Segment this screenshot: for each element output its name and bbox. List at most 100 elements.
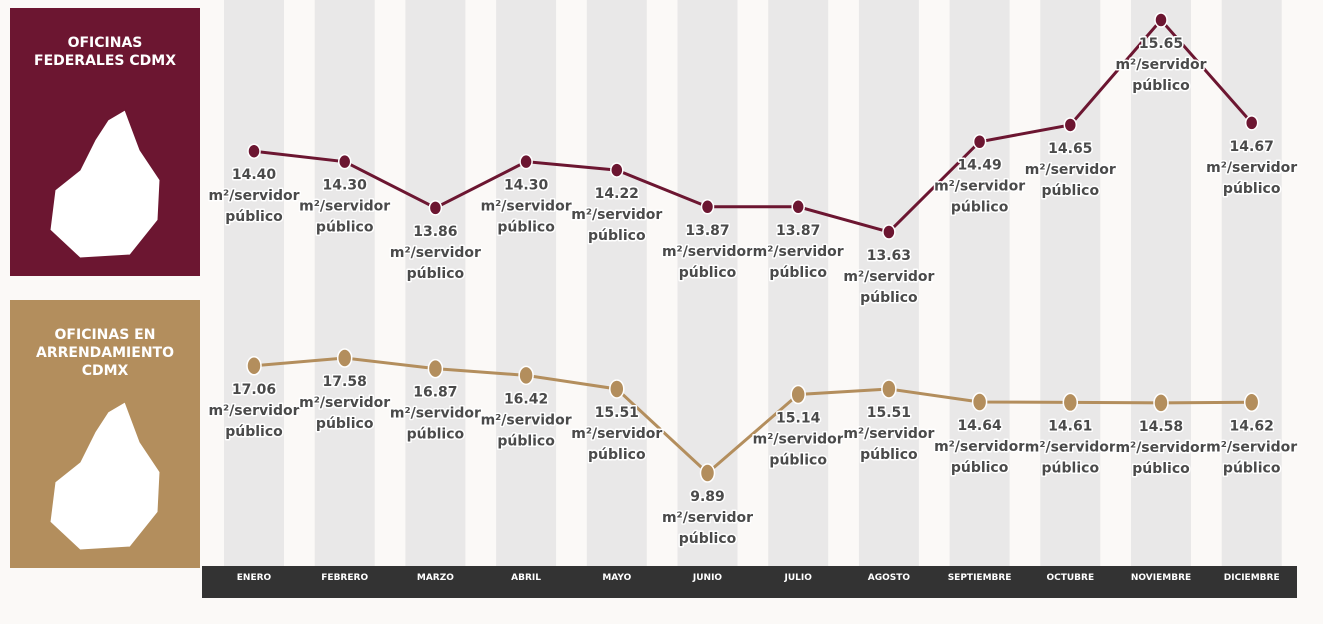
- unit-label: público: [679, 531, 737, 547]
- data-label: 15.51: [595, 405, 639, 421]
- map-icon: [49, 109, 161, 259]
- unit-label: m²/servidor: [390, 245, 481, 261]
- unit-label: público: [497, 433, 555, 449]
- unit-label: m²/servidor: [481, 412, 572, 428]
- unit-label: m²/servidor: [571, 426, 662, 442]
- unit-label: público: [1042, 183, 1100, 199]
- data-label: 14.58: [1139, 419, 1183, 435]
- unit-label: público: [1042, 460, 1100, 476]
- unit-label: m²/servidor: [843, 426, 934, 442]
- unit-label: m²/servidor: [662, 510, 753, 526]
- unit-label: m²/servidor: [1206, 439, 1297, 455]
- point: [428, 200, 443, 216]
- data-label: 16.87: [413, 385, 457, 401]
- data-label: 13.87: [776, 223, 820, 239]
- data-label: 14.30: [504, 178, 549, 194]
- panel-title: OFICINAS EN ARRENDAMIENTO CDMX: [10, 300, 200, 568]
- unit-label: m²/servidor: [1115, 57, 1206, 73]
- x-tick-label: AGOSTO: [868, 573, 911, 583]
- unit-label: m²/servidor: [753, 244, 844, 260]
- x-tick-label: MAYO: [602, 573, 631, 583]
- stripe: [496, 0, 557, 566]
- point: [1154, 12, 1168, 28]
- data-label: 14.22: [595, 186, 639, 202]
- unit-label: m²/servidor: [390, 406, 481, 422]
- unit-label: público: [588, 447, 646, 463]
- unit-label: público: [951, 460, 1009, 476]
- data-label: 14.64: [957, 418, 1002, 434]
- x-tick-label: DICIEMBRE: [1224, 573, 1280, 583]
- data-label: 15.14: [776, 410, 821, 426]
- point: [609, 379, 625, 399]
- unit-label: m²/servidor: [1115, 440, 1206, 456]
- unit-label: m²/servidor: [208, 403, 299, 419]
- point: [971, 392, 988, 412]
- unit-label: m²/servidor: [481, 199, 572, 215]
- point: [1153, 393, 1169, 413]
- unit-label: m²/servidor: [753, 431, 844, 447]
- unit-label: público: [407, 266, 465, 282]
- unit-label: m²/servidor: [299, 395, 390, 411]
- stripe: [586, 0, 647, 566]
- point: [519, 153, 533, 170]
- data-label: 15.51: [867, 405, 911, 421]
- data-label: 17.58: [323, 374, 367, 390]
- point: [427, 358, 444, 379]
- x-tick-label: JUNIO: [692, 573, 723, 583]
- data-label: 9.89: [690, 489, 725, 505]
- unit-label: m²/servidor: [299, 199, 390, 215]
- data-label: 13.86: [413, 224, 457, 240]
- stripe: [949, 0, 1010, 566]
- stripe: [858, 0, 919, 566]
- x-tick-label: OCTUBRE: [1046, 573, 1094, 583]
- unit-label: m²/servidor: [208, 188, 299, 204]
- data-label: 15.65: [1139, 36, 1183, 52]
- x-tick-label: MARZO: [417, 573, 454, 583]
- point: [790, 384, 806, 405]
- point: [882, 224, 896, 240]
- point: [791, 199, 805, 215]
- point: [699, 463, 716, 483]
- unit-label: m²/servidor: [1206, 160, 1297, 176]
- unit-label: público: [769, 265, 827, 281]
- unit-label: público: [1223, 460, 1281, 476]
- data-label: 17.06: [232, 382, 276, 398]
- point: [336, 348, 353, 368]
- x-tick-label: SEPTIEMBRE: [948, 573, 1012, 583]
- unit-label: m²/servidor: [662, 244, 753, 260]
- point: [610, 162, 624, 178]
- x-tick-label: FEBRERO: [321, 573, 368, 583]
- point: [881, 379, 897, 399]
- stripe: [1040, 0, 1101, 566]
- data-label: 14.30: [323, 178, 368, 194]
- point: [972, 133, 987, 150]
- unit-label: público: [769, 452, 827, 468]
- unit-label: público: [1132, 78, 1190, 94]
- month-bar: [202, 566, 1297, 598]
- stripe: [224, 0, 284, 566]
- stripe: [768, 0, 829, 566]
- unit-label: público: [1132, 461, 1190, 477]
- unit-label: m²/servidor: [934, 439, 1025, 455]
- unit-label: público: [1223, 181, 1281, 197]
- data-label: 14.62: [1230, 418, 1274, 434]
- unit-label: público: [225, 209, 283, 225]
- series-line: [253, 356, 1252, 476]
- unit-label: m²/servidor: [571, 207, 662, 223]
- x-tick-label: JULIO: [783, 573, 812, 583]
- x-tick-label: ENERO: [237, 573, 272, 583]
- data-label: 13.63: [867, 248, 911, 264]
- unit-label: público: [497, 220, 555, 236]
- stripe: [314, 0, 375, 566]
- point: [337, 153, 352, 170]
- point: [700, 199, 715, 215]
- series-name: OFICINAS EN ARRENDAMIENTO CDMX: [35, 327, 174, 379]
- point: [247, 143, 261, 159]
- unit-label: m²/servidor: [1025, 439, 1116, 455]
- unit-label: público: [225, 424, 283, 440]
- unit-label: m²/servidor: [843, 269, 934, 285]
- unit-label: público: [316, 416, 374, 432]
- data-label: 13.87: [685, 223, 729, 239]
